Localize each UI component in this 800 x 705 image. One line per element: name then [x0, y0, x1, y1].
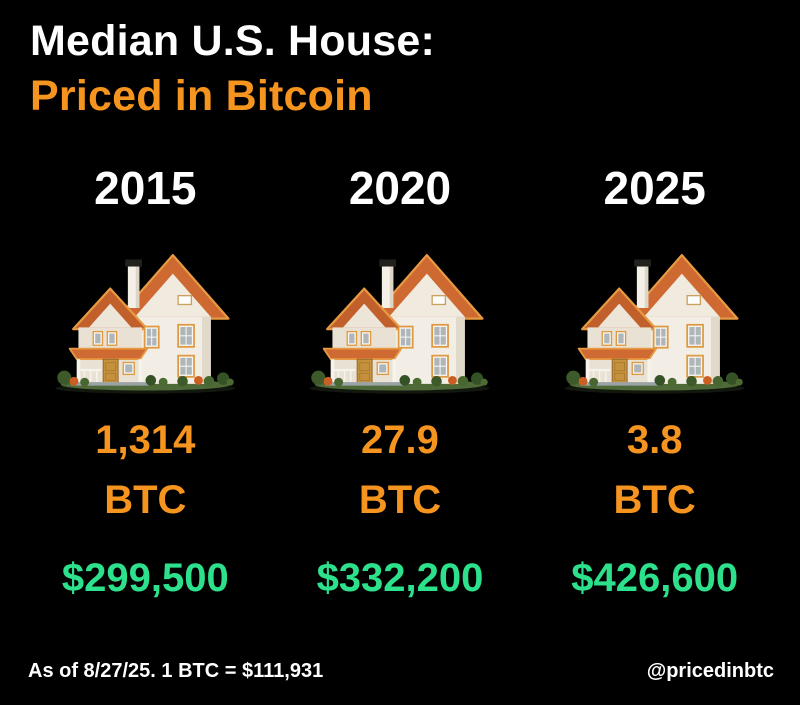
year-label: 2015 — [94, 162, 197, 215]
btc-amount: 27.9 — [361, 418, 439, 463]
house-icon — [297, 248, 502, 398]
house-illustration — [43, 248, 248, 398]
btc-price-block: 27.9 BTC — [359, 410, 441, 530]
btc-amount: 3.8 — [626, 418, 683, 463]
usd-price: $299,500 — [61, 556, 229, 601]
house-illustration — [297, 248, 502, 398]
header: Median U.S. House: Priced in Bitcoin — [0, 0, 800, 124]
footnote-exchange-rate: As of 8/27/25. 1 BTC = $111,931 — [28, 660, 324, 682]
house-icon — [552, 248, 757, 398]
credit-handle: @pricedinbtc — [646, 660, 774, 682]
year-column-2025: 2025 3.8 BTC $426,600 — [527, 164, 782, 598]
footer: As of 8/27/25. 1 BTC = $111,931 @pricedi… — [28, 660, 774, 683]
house-icon — [43, 248, 248, 398]
btc-price-block: 1,314 BTC — [95, 410, 195, 530]
year-label: 2025 — [603, 162, 706, 215]
usd-price: $426,600 — [571, 556, 739, 601]
comparison-grid: 2015 1,314 BTC $299,500 2020 27.9 BTC $3… — [0, 164, 800, 598]
btc-unit: BTC — [104, 478, 187, 523]
page-title-line2: Priced in Bitcoin — [30, 72, 373, 121]
usd-price: $332,200 — [316, 556, 484, 601]
page-title-line1: Median U.S. House: — [30, 17, 435, 65]
year-column-2020: 2020 27.9 BTC $332,200 — [273, 164, 528, 598]
btc-amount: 1,314 — [95, 418, 196, 463]
house-illustration — [552, 248, 757, 398]
year-label: 2020 — [348, 162, 452, 215]
btc-price-block: 3.8 BTC — [614, 410, 696, 530]
btc-unit: BTC — [358, 478, 442, 523]
year-column-2015: 2015 1,314 BTC $299,500 — [18, 164, 273, 598]
btc-unit: BTC — [613, 478, 696, 523]
